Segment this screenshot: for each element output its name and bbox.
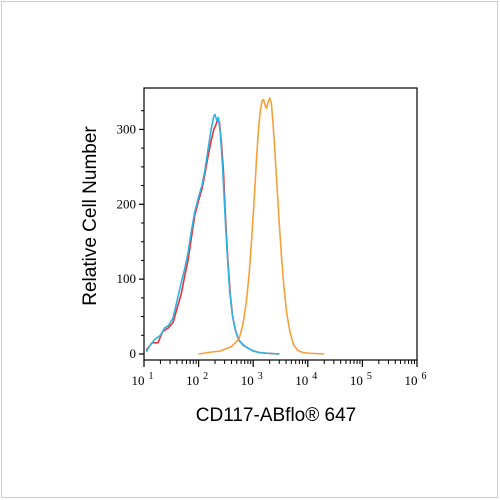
series-line-3 [198,97,325,355]
x-tick-exponent: 1 [149,371,154,382]
plot-area-border [143,87,418,361]
y-tick-label: 300 [117,121,137,136]
x-tick-label: 10 [241,373,254,388]
x-tick-exponent: 5 [367,371,372,382]
x-tick-label: 10 [295,373,308,388]
x-tick-label: 10 [132,373,145,388]
series-line-2 [145,113,280,355]
x-tick-label: 10 [186,373,199,388]
x-tick-exponent: 6 [422,371,427,382]
x-tick-exponent: 2 [203,371,208,382]
y-axis-title: Relative Cell Number [80,126,101,306]
x-tick-exponent: 4 [312,371,317,382]
x-axis-title: CD117-ABflo® 647 [196,405,356,426]
y-axis-ticks: 0 100 200 300 [117,110,144,361]
y-tick-label: 0 [130,346,137,361]
x-axis-ticks: 10 1 10 2 10 3 10 4 10 5 10 6 [132,360,427,388]
x-tick-label: 10 [350,373,363,388]
series-line-1 [145,119,280,355]
y-tick-label: 100 [117,271,137,286]
y-tick-label: 200 [117,196,137,211]
x-tick-label: 10 [405,373,418,388]
series-group [145,97,325,355]
x-tick-exponent: 3 [258,371,263,382]
